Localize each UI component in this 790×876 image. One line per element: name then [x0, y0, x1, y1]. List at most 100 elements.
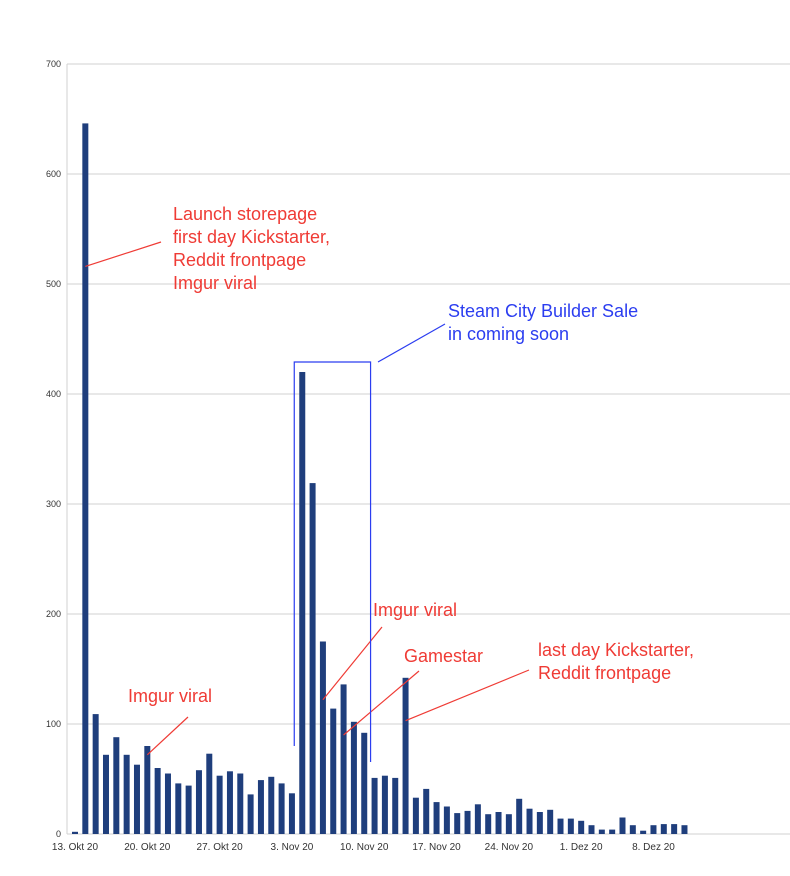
annotations: Launch storepage first day Kickstarter, Re…: [85, 204, 694, 762]
bar: [412, 797, 419, 834]
annotation-line: first day Kickstarter,: [173, 227, 330, 247]
bar: [443, 806, 450, 834]
bar: [257, 780, 264, 834]
annotation-line: Gamestar: [404, 646, 483, 666]
bar: [92, 714, 99, 834]
bar: [402, 677, 409, 834]
annotation-line: last day Kickstarter,: [538, 640, 694, 660]
annotation-label: Steam City Builder Sale in coming soon: [448, 301, 638, 344]
bar: [516, 798, 523, 834]
annotation-line: Imgur viral: [373, 600, 457, 620]
bar: [319, 641, 326, 834]
annotation-label: Launch storepage first day Kickstarter, Re…: [173, 204, 330, 293]
bar: [226, 771, 233, 834]
bar: [505, 814, 512, 834]
annotation-label: last day Kickstarter, Reddit frontpage: [538, 640, 694, 683]
bar: [123, 754, 130, 834]
bar: [299, 372, 306, 834]
bar: [340, 684, 347, 834]
annotation-line: in coming soon: [448, 324, 569, 344]
annotation-leader: [377, 323, 446, 363]
bar: [474, 804, 481, 834]
bar: [588, 825, 595, 834]
annotation-label: Imgur viral: [128, 686, 212, 706]
y-tick-label: 100: [46, 719, 61, 729]
x-tick-label: 20. Okt 20: [124, 842, 171, 853]
bar: [454, 813, 461, 834]
bar: [433, 802, 440, 834]
y-tick-label: 600: [46, 169, 61, 179]
bar: [216, 775, 223, 834]
bar: [268, 776, 275, 834]
bar: [629, 825, 636, 834]
annotation-line: Reddit frontpage: [173, 250, 306, 270]
bar: [526, 808, 533, 834]
bar-series: [72, 123, 688, 834]
bar: [578, 820, 585, 834]
bar: [650, 825, 657, 834]
bar: [164, 773, 171, 834]
y-tick-label: 700: [46, 59, 61, 69]
bar: [309, 483, 316, 834]
x-tick-label: 3. Nov 20: [271, 842, 314, 853]
x-tick-label: 1. Dez 20: [560, 842, 603, 853]
bar: [536, 812, 543, 834]
bar: [175, 783, 182, 834]
y-tick-label: 500: [46, 279, 61, 289]
bar: [82, 123, 89, 834]
bar: [547, 809, 554, 834]
bar: [640, 830, 647, 834]
bar: [278, 783, 285, 834]
bar: [371, 777, 378, 834]
bar: [464, 810, 471, 834]
bar: [195, 770, 202, 834]
bar: [237, 773, 244, 834]
bar: [485, 814, 492, 834]
y-tick-label: 0: [56, 829, 61, 839]
bar: [330, 708, 337, 834]
annotation-label: Imgur viral: [373, 600, 457, 620]
annotation-line: Launch storepage: [173, 204, 317, 224]
annotation-line: Steam City Builder Sale: [448, 301, 638, 321]
bar: [392, 777, 399, 834]
bar: [557, 818, 564, 834]
bar: [206, 753, 213, 834]
bar: [361, 732, 368, 834]
bar: [671, 824, 678, 834]
annotation-line: Imgur viral: [173, 273, 257, 293]
annotation-leader: [322, 626, 383, 701]
bar: [113, 737, 120, 834]
bar: [423, 788, 430, 834]
y-axis-ticks: 0 100 200 300 400 500 600 700: [46, 59, 61, 839]
bar: [288, 793, 295, 834]
y-tick-label: 400: [46, 389, 61, 399]
gridlines: [66, 63, 790, 835]
bar: [598, 829, 605, 834]
annotation-label: Gamestar: [404, 646, 483, 666]
bar: [247, 794, 254, 834]
x-tick-label: 24. Nov 20: [485, 842, 534, 853]
bar: [133, 764, 140, 834]
annotation-leader: [405, 669, 530, 722]
bar: [609, 829, 616, 834]
bar: [185, 785, 192, 834]
bar: [681, 825, 688, 834]
x-tick-label: 10. Nov 20: [340, 842, 389, 853]
annotation-leader: [343, 670, 420, 736]
annotation-line: Reddit frontpage: [538, 663, 671, 683]
annotation-leader: [146, 716, 189, 756]
bar: [144, 746, 151, 834]
sale-bracket: [293, 361, 372, 762]
y-tick-label: 300: [46, 499, 61, 509]
bar: [660, 824, 667, 834]
bar: [102, 754, 109, 834]
x-axis-ticks: 13. Okt 20 20. Okt 20 27. Okt 20 3. Nov 20 1…: [52, 842, 675, 853]
annotation-line: Imgur viral: [128, 686, 212, 706]
bar: [567, 818, 574, 834]
x-tick-label: 17. Nov 20: [412, 842, 461, 853]
x-tick-label: 27. Okt 20: [197, 842, 244, 853]
y-tick-label: 200: [46, 609, 61, 619]
bar: [154, 768, 161, 834]
x-tick-label: 13. Okt 20: [52, 842, 99, 853]
